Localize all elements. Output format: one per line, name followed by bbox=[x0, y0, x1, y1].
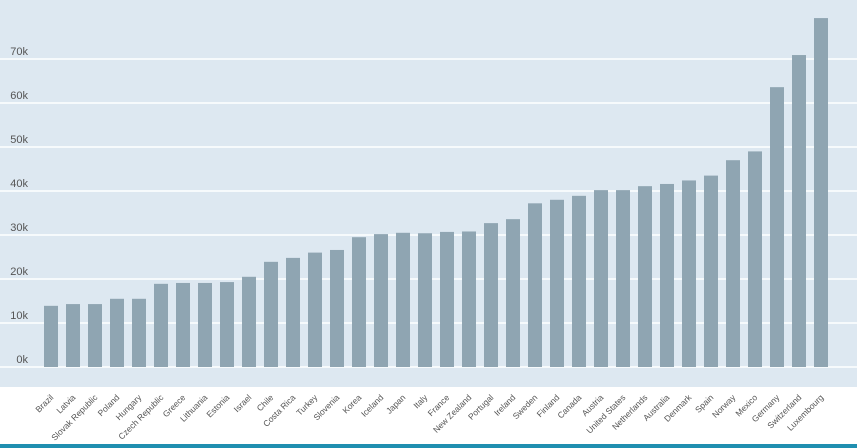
bottom-border bbox=[0, 444, 857, 448]
bar[interactable] bbox=[462, 231, 476, 367]
bar[interactable] bbox=[704, 175, 718, 367]
bar[interactable] bbox=[550, 199, 564, 367]
bar[interactable] bbox=[814, 18, 828, 368]
bar[interactable] bbox=[418, 233, 432, 367]
bar[interactable] bbox=[528, 203, 542, 367]
y-tick-label: 60k bbox=[10, 90, 28, 102]
bar[interactable] bbox=[154, 283, 168, 367]
y-tick-label: 0k bbox=[16, 354, 28, 366]
bar[interactable] bbox=[572, 195, 586, 367]
bar[interactable] bbox=[660, 183, 674, 367]
y-tick-label: 50k bbox=[10, 134, 28, 146]
bar[interactable] bbox=[792, 55, 806, 367]
bar[interactable] bbox=[44, 305, 58, 367]
bar[interactable] bbox=[440, 231, 454, 367]
y-tick-label: 70k bbox=[10, 46, 28, 58]
bar[interactable] bbox=[506, 219, 520, 367]
bar[interactable] bbox=[748, 151, 762, 367]
bar[interactable] bbox=[286, 257, 300, 367]
bar[interactable] bbox=[88, 304, 102, 367]
bar[interactable] bbox=[726, 160, 740, 367]
x-tick-label: Canada bbox=[555, 392, 583, 420]
bar[interactable] bbox=[638, 186, 652, 367]
bar[interactable] bbox=[176, 282, 190, 367]
y-tick-label: 30k bbox=[10, 222, 28, 234]
bar[interactable] bbox=[132, 298, 146, 367]
bar[interactable] bbox=[682, 180, 696, 367]
bar[interactable] bbox=[352, 237, 366, 367]
x-tick-label: Sweden bbox=[511, 392, 540, 421]
bar[interactable] bbox=[484, 223, 498, 367]
bar[interactable] bbox=[594, 190, 608, 367]
bar[interactable] bbox=[616, 190, 630, 367]
bar[interactable] bbox=[220, 282, 234, 367]
y-tick-label: 10k bbox=[10, 310, 28, 322]
bar[interactable] bbox=[770, 87, 784, 367]
bar[interactable] bbox=[242, 276, 256, 367]
bar[interactable] bbox=[330, 249, 344, 367]
y-tick-label: 40k bbox=[10, 178, 28, 190]
y-tick-label: 20k bbox=[10, 266, 28, 278]
bar[interactable] bbox=[308, 252, 322, 367]
bar[interactable] bbox=[66, 304, 80, 367]
x-tick-label: Japan bbox=[384, 392, 408, 416]
x-tick-label: Brazil bbox=[33, 392, 55, 414]
x-tick-label: Norway bbox=[710, 392, 738, 420]
x-tick-label: Iceland bbox=[359, 392, 386, 419]
bar[interactable] bbox=[110, 298, 124, 367]
bar[interactable] bbox=[396, 232, 410, 367]
bar[interactable] bbox=[374, 234, 388, 367]
bar[interactable] bbox=[198, 282, 212, 367]
x-tick-label: Israel bbox=[232, 392, 254, 414]
x-tick-label: Estonia bbox=[204, 392, 231, 419]
bar[interactable] bbox=[264, 261, 278, 367]
x-tick-label: Italy bbox=[411, 392, 430, 411]
